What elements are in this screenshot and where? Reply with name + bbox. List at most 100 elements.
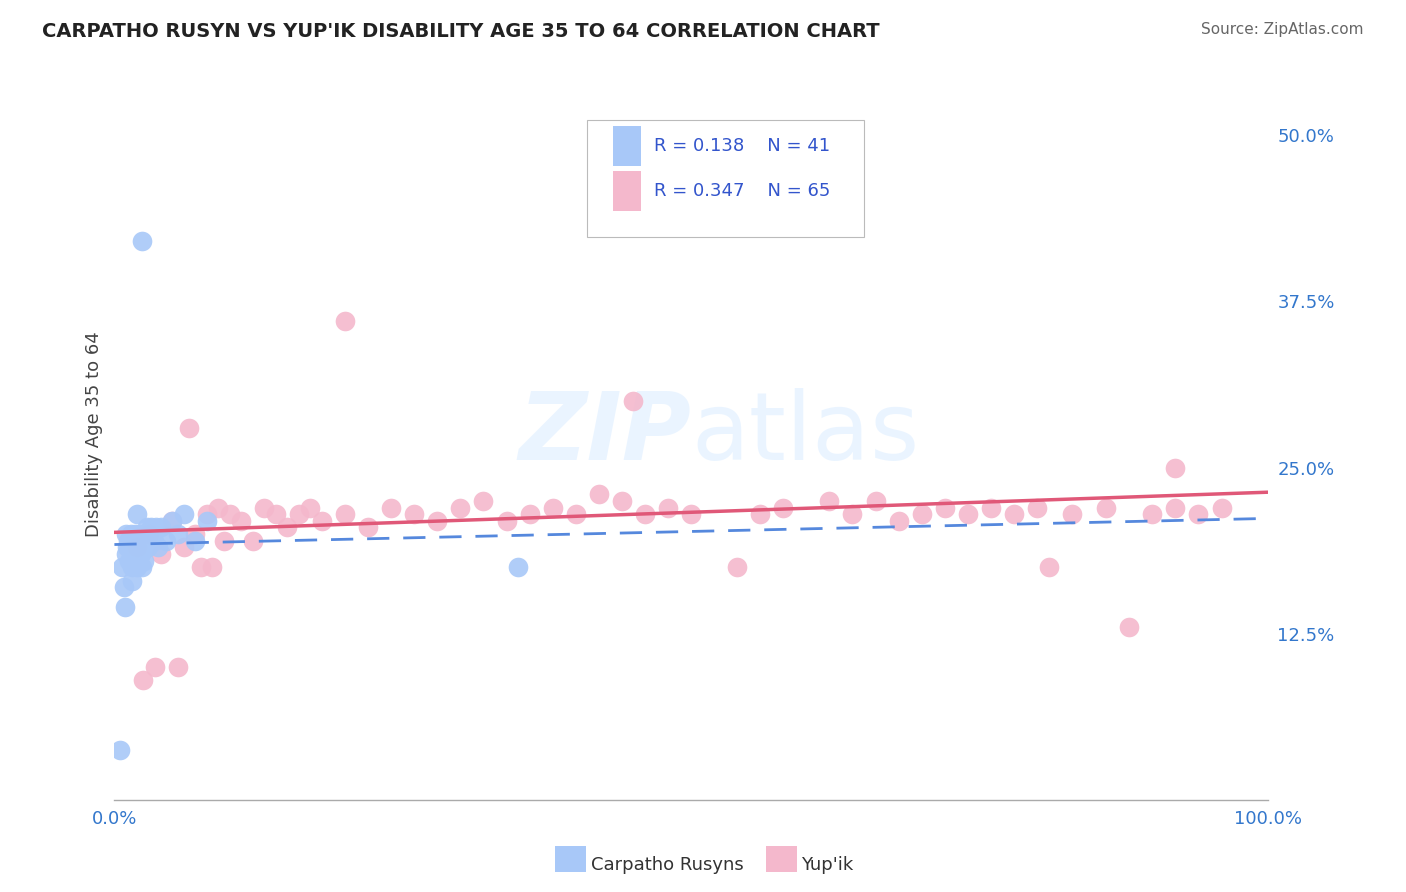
Text: Yup'ik: Yup'ik bbox=[801, 856, 853, 874]
Point bbox=[166, 527, 188, 541]
Point bbox=[1142, 507, 1164, 521]
Point bbox=[749, 507, 772, 521]
Point bbox=[190, 560, 212, 574]
Point bbox=[179, 421, 201, 435]
Text: Source: ZipAtlas.com: Source: ZipAtlas.com bbox=[1201, 22, 1364, 37]
Point bbox=[173, 541, 195, 555]
Point bbox=[142, 533, 165, 548]
Point bbox=[120, 527, 142, 541]
Point bbox=[149, 547, 172, 561]
Point bbox=[1026, 500, 1049, 515]
Point bbox=[132, 673, 155, 688]
Point bbox=[125, 547, 148, 561]
Point bbox=[128, 533, 150, 548]
Point bbox=[131, 560, 153, 574]
Point bbox=[541, 500, 564, 515]
Text: ZIP: ZIP bbox=[519, 388, 690, 481]
Point bbox=[1187, 507, 1209, 521]
Point bbox=[166, 660, 188, 674]
Point bbox=[114, 600, 136, 615]
Text: R = 0.347    N = 65: R = 0.347 N = 65 bbox=[654, 182, 831, 200]
Point bbox=[121, 574, 143, 588]
Point bbox=[115, 527, 138, 541]
Point bbox=[679, 507, 702, 521]
Point bbox=[1164, 460, 1187, 475]
FancyBboxPatch shape bbox=[613, 170, 641, 211]
Point bbox=[138, 527, 160, 541]
Point bbox=[380, 500, 402, 515]
Point bbox=[115, 547, 138, 561]
Point bbox=[564, 507, 586, 521]
Point bbox=[134, 554, 156, 568]
Point bbox=[132, 533, 155, 548]
Point bbox=[155, 533, 177, 548]
Text: atlas: atlas bbox=[690, 388, 920, 481]
Point bbox=[135, 520, 157, 534]
Point bbox=[195, 514, 218, 528]
Point bbox=[124, 527, 146, 541]
Point bbox=[207, 500, 229, 515]
Point bbox=[357, 520, 380, 534]
Point bbox=[1038, 560, 1060, 574]
Point bbox=[118, 554, 141, 568]
Text: R = 0.138    N = 41: R = 0.138 N = 41 bbox=[654, 136, 831, 155]
Point bbox=[725, 560, 748, 574]
Point bbox=[299, 500, 322, 515]
Point bbox=[333, 507, 356, 521]
Point bbox=[1118, 620, 1140, 634]
Point bbox=[128, 527, 150, 541]
Point bbox=[127, 560, 149, 574]
Point bbox=[980, 500, 1002, 515]
Point bbox=[956, 507, 979, 521]
Point bbox=[1002, 507, 1025, 521]
Point bbox=[141, 520, 163, 534]
Point bbox=[276, 520, 298, 534]
Point bbox=[911, 507, 934, 521]
Point bbox=[212, 533, 235, 548]
Point bbox=[115, 541, 138, 555]
Point bbox=[841, 507, 863, 521]
Point bbox=[112, 580, 135, 594]
Point bbox=[818, 494, 841, 508]
Point bbox=[311, 514, 333, 528]
Point bbox=[634, 507, 657, 521]
Point bbox=[117, 533, 139, 548]
Point bbox=[129, 547, 152, 561]
Point bbox=[865, 494, 887, 508]
Point bbox=[887, 514, 910, 528]
Point bbox=[184, 533, 207, 548]
Point bbox=[195, 507, 218, 521]
Point bbox=[201, 560, 224, 574]
Point bbox=[218, 507, 240, 521]
Text: Carpatho Rusyns: Carpatho Rusyns bbox=[591, 856, 744, 874]
Point bbox=[657, 500, 679, 515]
Point bbox=[588, 487, 610, 501]
Point bbox=[135, 527, 157, 541]
Point bbox=[519, 507, 541, 521]
Point bbox=[495, 514, 517, 528]
Point bbox=[772, 194, 794, 209]
Point bbox=[1095, 500, 1118, 515]
Point bbox=[148, 541, 170, 555]
Point bbox=[143, 660, 166, 674]
Point bbox=[621, 394, 644, 409]
Point bbox=[122, 533, 145, 548]
Point bbox=[449, 500, 471, 515]
Point bbox=[426, 514, 449, 528]
Text: CARPATHO RUSYN VS YUP'IK DISABILITY AGE 35 TO 64 CORRELATION CHART: CARPATHO RUSYN VS YUP'IK DISABILITY AGE … bbox=[42, 22, 880, 41]
Point bbox=[121, 547, 143, 561]
Point bbox=[127, 507, 149, 521]
Point bbox=[160, 514, 183, 528]
Point bbox=[127, 541, 149, 555]
Point bbox=[184, 527, 207, 541]
Point bbox=[121, 560, 143, 574]
Point bbox=[1211, 500, 1233, 515]
Point bbox=[138, 527, 160, 541]
Point bbox=[242, 533, 264, 548]
Point bbox=[1060, 507, 1083, 521]
Point bbox=[934, 500, 956, 515]
Point bbox=[231, 514, 253, 528]
Point bbox=[145, 520, 167, 534]
Point bbox=[772, 500, 794, 515]
Point bbox=[108, 742, 131, 756]
